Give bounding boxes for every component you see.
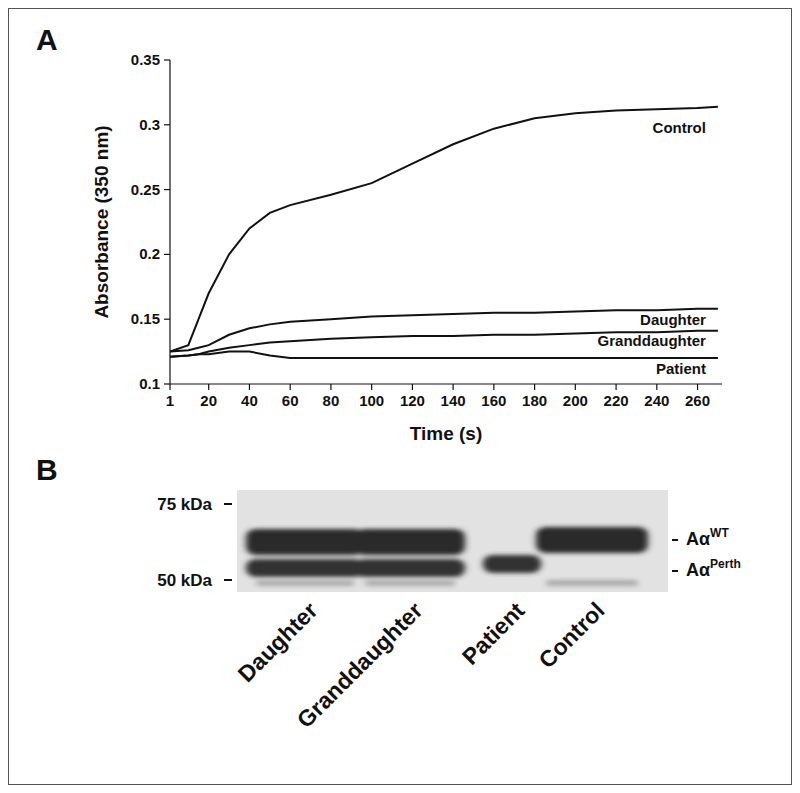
band	[483, 555, 541, 573]
y-tick-label: 0.25	[131, 181, 160, 198]
band-smear	[256, 580, 354, 586]
axes: 0.10.150.20.250.30.351204060801001201401…	[131, 51, 722, 409]
x-tick-label: 1	[166, 392, 174, 409]
x-tick-label: 80	[323, 392, 340, 409]
lane-label: Granddaughter	[292, 597, 428, 733]
figure: A0.10.150.20.250.30.35120406080100120140…	[0, 0, 800, 793]
plot-area	[170, 107, 718, 358]
x-axis-line	[170, 383, 722, 384]
x-tick	[371, 384, 372, 390]
series-line	[170, 352, 718, 358]
lane-label: Control	[533, 597, 609, 673]
band	[246, 529, 364, 555]
x-tick-label: 200	[563, 392, 588, 409]
y-tick-label: 0.35	[131, 51, 160, 68]
series-label: Control	[653, 119, 706, 136]
lane-label: Patient	[457, 597, 530, 670]
x-tick-label: 100	[359, 392, 384, 409]
x-tick-label: 20	[200, 392, 217, 409]
band	[355, 529, 465, 555]
series-line	[170, 107, 718, 352]
band	[536, 527, 648, 553]
x-tick-label: 220	[604, 392, 629, 409]
band-label-tick	[672, 570, 678, 572]
x-tick	[208, 384, 209, 390]
band-label: AαWT	[686, 526, 729, 549]
x-tick	[697, 384, 698, 390]
y-tick-label: 0.2	[139, 245, 160, 262]
x-tick	[249, 384, 250, 390]
y-tick-label: 0.15	[131, 310, 160, 327]
series-label: Granddaughter	[598, 332, 707, 349]
panel-label: A	[36, 23, 58, 56]
y-tick-label: 0.3	[139, 116, 160, 133]
y-tick-label: 0.1	[139, 375, 160, 392]
marker-label: 50 kDa	[157, 571, 212, 590]
x-tick-label: 40	[241, 392, 258, 409]
x-tick	[615, 384, 616, 390]
x-tick	[575, 384, 576, 390]
y-tick	[164, 383, 170, 384]
band-smear	[365, 580, 455, 586]
x-tick-label: 120	[400, 392, 425, 409]
y-tick	[164, 124, 170, 125]
x-tick	[453, 384, 454, 390]
x-tick-label: 180	[522, 392, 547, 409]
y-axis-line	[169, 60, 170, 384]
x-tick-label: 160	[481, 392, 506, 409]
x-tick-label: 240	[644, 392, 669, 409]
lane-label: Daughter	[233, 597, 323, 687]
x-tick	[290, 384, 291, 390]
marker-tick	[224, 579, 232, 581]
series-label: Patient	[656, 360, 706, 377]
y-tick	[164, 319, 170, 320]
series-label: Daughter	[640, 311, 706, 328]
blot-membrane	[237, 490, 668, 592]
y-axis-title: Absorbance (350 nm)	[91, 125, 112, 318]
x-tick	[169, 384, 170, 390]
blot	[237, 490, 668, 592]
y-tick	[164, 189, 170, 190]
band-label-tick	[672, 539, 678, 541]
band-label: AαPerth	[686, 557, 741, 580]
band-smear	[546, 580, 638, 586]
x-axis-title: Time (s)	[410, 423, 483, 444]
x-tick	[656, 384, 657, 390]
marker-label: 75 kDa	[157, 495, 212, 514]
x-tick	[534, 384, 535, 390]
x-tick-label: 140	[441, 392, 466, 409]
bands	[246, 527, 648, 577]
marker-tick	[224, 503, 232, 505]
band	[246, 559, 364, 577]
x-tick	[412, 384, 413, 390]
band	[355, 559, 465, 577]
y-tick	[164, 59, 170, 60]
figure-frame	[9, 9, 792, 785]
x-tick	[493, 384, 494, 390]
panel-label: B	[36, 453, 58, 486]
series-labels: Control Daughter Granddaughter Patient	[598, 119, 707, 377]
y-tick	[164, 254, 170, 255]
x-tick	[330, 384, 331, 390]
x-tick-label: 260	[685, 392, 710, 409]
x-tick-label: 60	[282, 392, 299, 409]
